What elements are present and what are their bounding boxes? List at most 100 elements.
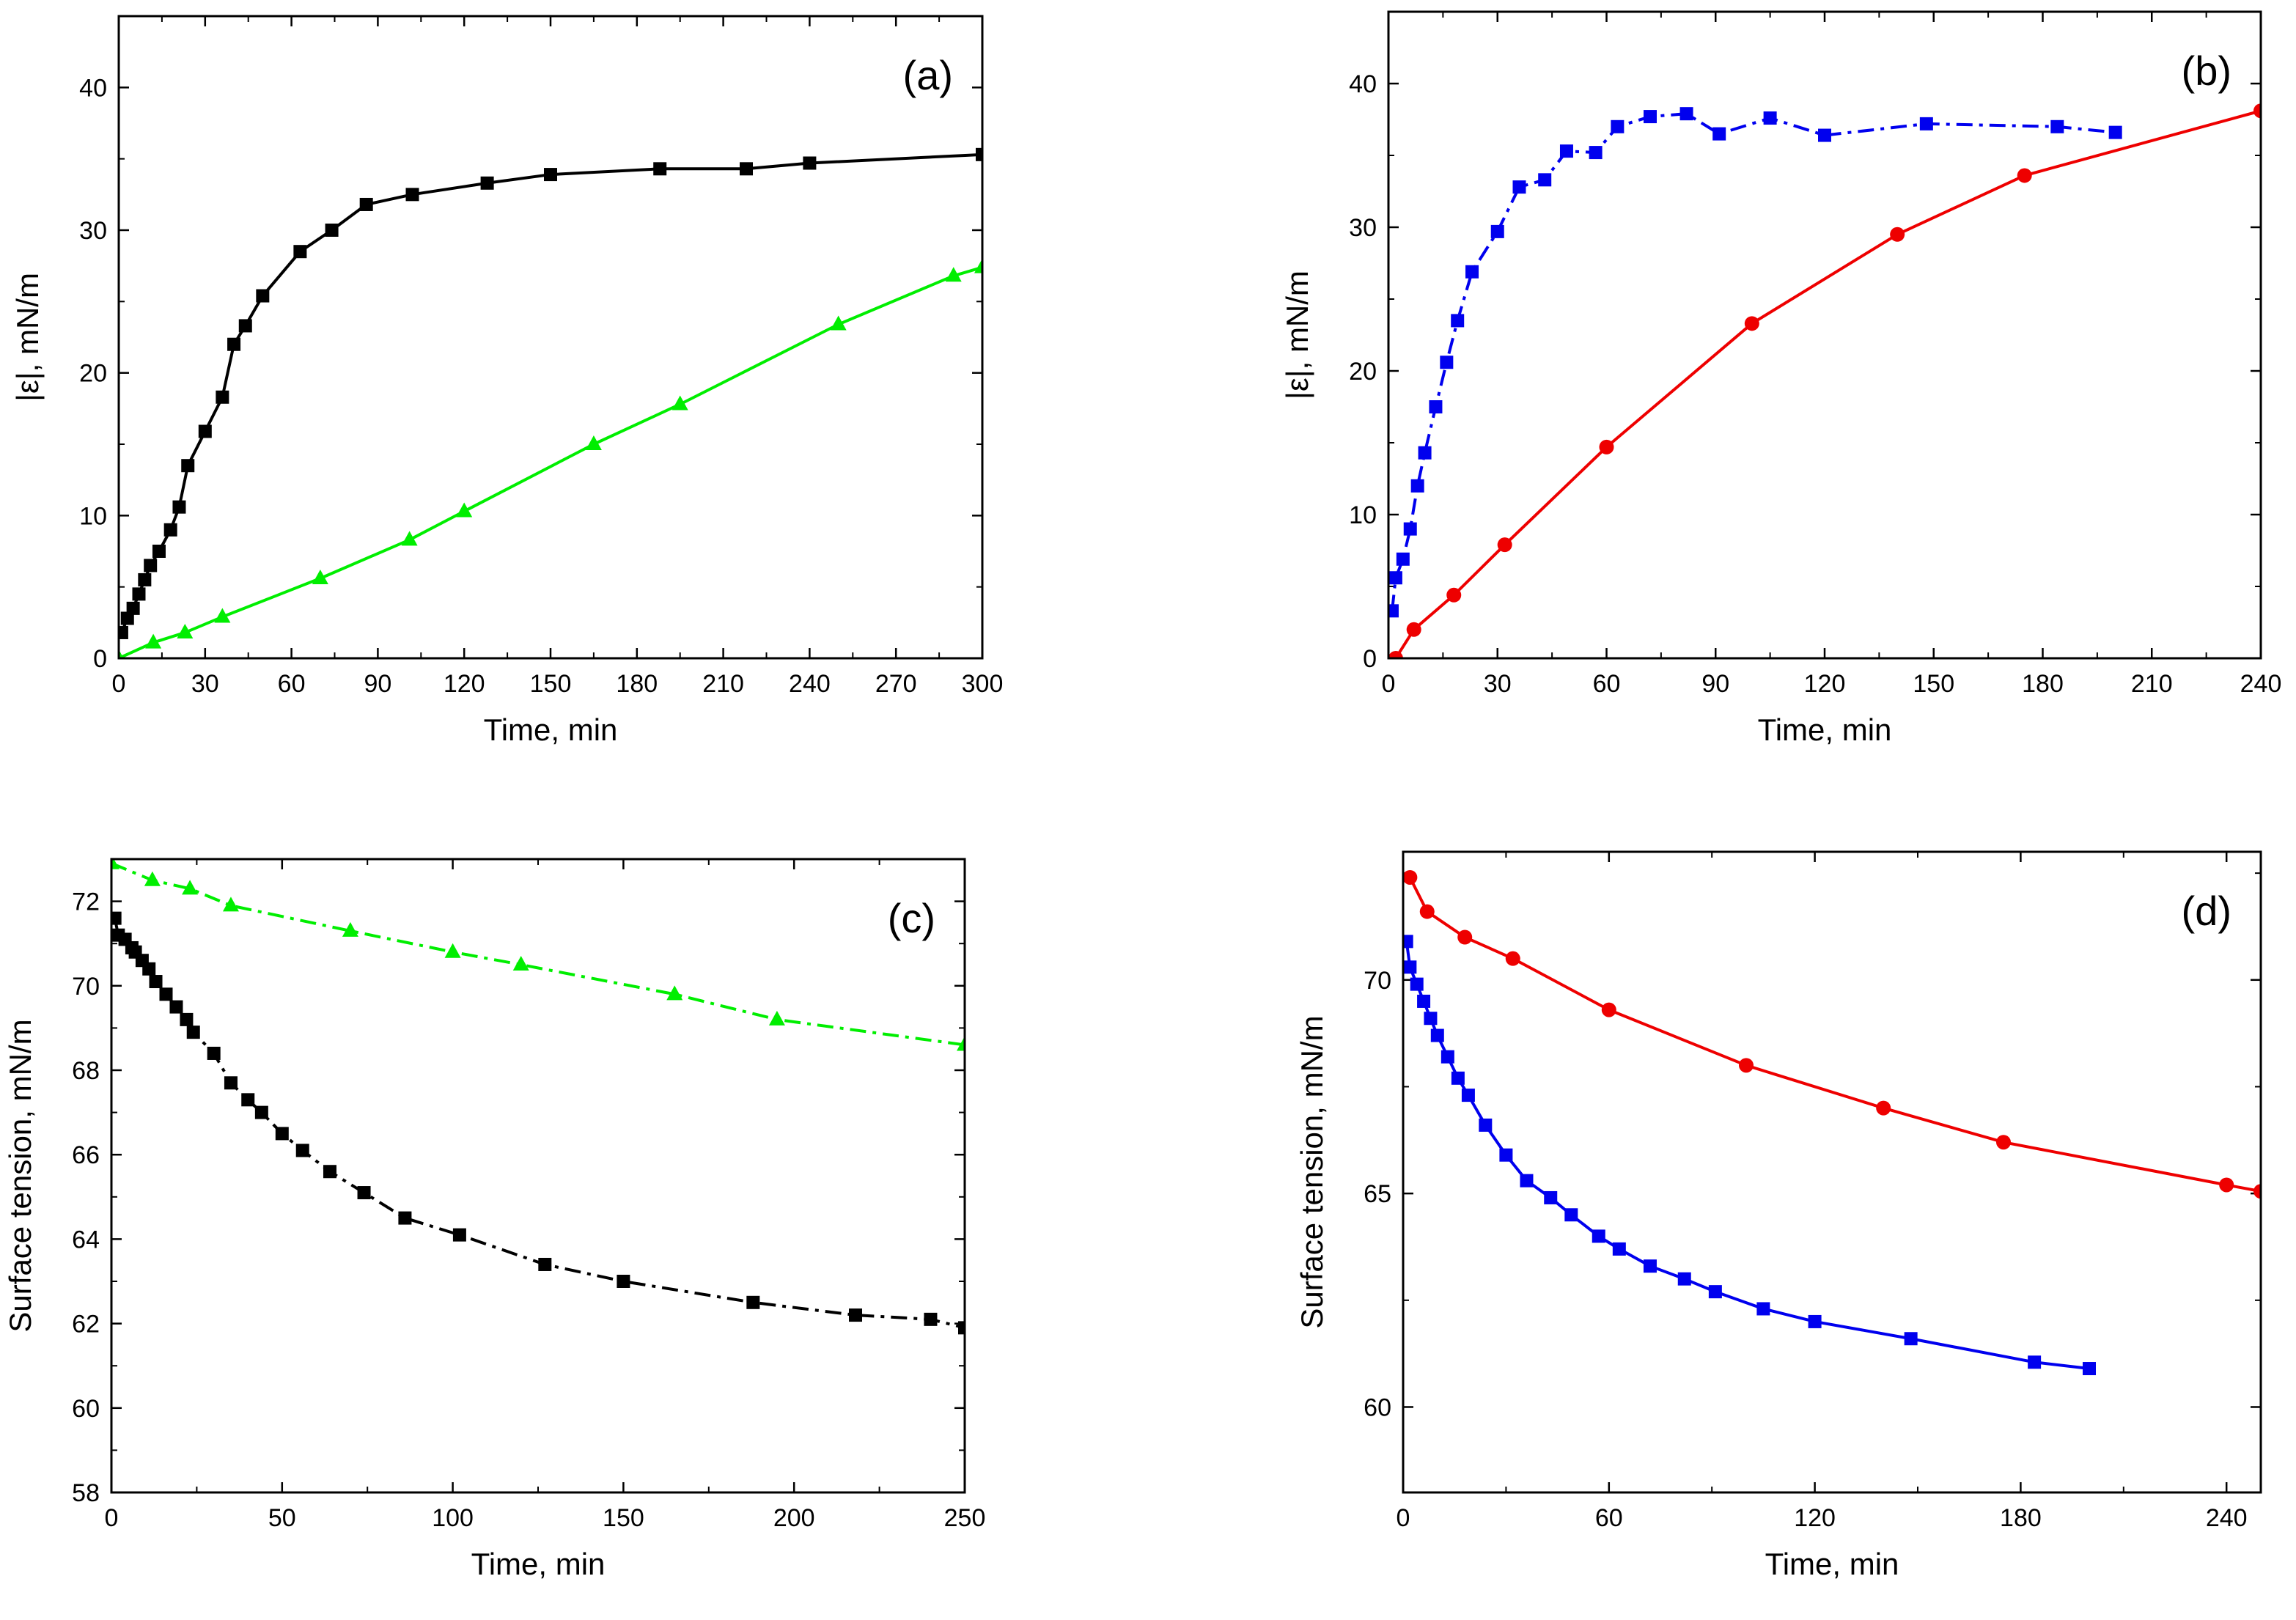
- data-point-square: [1904, 1332, 1918, 1346]
- data-point-circle: [1739, 1058, 1754, 1073]
- data-point-square: [323, 1165, 336, 1179]
- data-point-square: [325, 224, 339, 237]
- data-point-square: [1592, 1229, 1605, 1243]
- data-point-square: [1499, 1148, 1513, 1162]
- data-point-square: [1403, 522, 1417, 536]
- series-line: [1390, 112, 2116, 611]
- data-point-square: [1589, 146, 1603, 160]
- x-tick-label: 180: [616, 670, 658, 698]
- chart-panel-b: 0 30 60 90 120 150 180 210 240 0 10 20 30 40 (b) Time, …: [1280, 10, 2281, 747]
- data-point-square: [163, 523, 177, 537]
- data-point-triangle: [512, 956, 529, 971]
- y-tick-label: 40: [1349, 70, 1377, 98]
- data-point-square: [1410, 977, 1424, 991]
- y-tick-label: 65: [1364, 1180, 1391, 1208]
- data-point-square: [405, 188, 419, 202]
- data-point-triangle: [456, 502, 473, 518]
- data-point-square: [119, 625, 128, 639]
- data-point-square: [617, 1275, 630, 1288]
- panel-label: (b): [2182, 48, 2231, 94]
- plot-frame: [1387, 10, 2262, 660]
- data-point-square: [1429, 400, 1443, 413]
- data-point-triangle: [666, 985, 683, 1001]
- y-tick-label: 60: [72, 1395, 100, 1423]
- data-point-square: [2108, 125, 2122, 139]
- data-point-triangle: [214, 608, 231, 623]
- data-point-triangle: [342, 921, 358, 937]
- data-point-square: [849, 1308, 863, 1322]
- data-point-square: [238, 319, 252, 333]
- data-point-square: [138, 572, 152, 586]
- data-point-square: [1451, 1071, 1465, 1085]
- y-tick-label: 10: [1349, 501, 1377, 529]
- chart-panel-d: 0 60 120 180 240 60 65 70 (d) Time, min Surface te…: [1295, 850, 2262, 1581]
- y-tick-label: 58: [72, 1479, 100, 1507]
- data-point-triangle: [177, 623, 194, 638]
- data-point-square: [111, 911, 122, 925]
- x-tick-label: 30: [1484, 670, 1512, 698]
- panel-label: (a): [903, 52, 953, 98]
- data-point-square: [144, 559, 158, 572]
- y-tick-label: 30: [79, 217, 107, 245]
- data-point-square: [159, 987, 173, 1001]
- data-point-triangle: [957, 1036, 965, 1051]
- chart-panel-a: 0 30 60 90 120 150 180 210 240 270 300 0 10 20 30 40 (a)…: [10, 15, 1004, 747]
- data-point-square: [172, 500, 186, 514]
- data-point-circle: [1406, 622, 1421, 637]
- data-point-square: [740, 162, 754, 176]
- x-tick-label: 100: [432, 1504, 474, 1532]
- data-point-square: [1410, 479, 1424, 493]
- y-tick-label: 20: [79, 360, 107, 388]
- data-point-square: [2083, 1362, 2096, 1376]
- y-tick-label: 60: [1364, 1393, 1391, 1421]
- data-point-square: [169, 1000, 183, 1014]
- data-point-square: [1490, 224, 1504, 238]
- data-point-square: [1424, 1012, 1438, 1026]
- data-point-triangle: [144, 871, 161, 886]
- data-point-square: [1440, 1050, 1454, 1064]
- x-tick-label: 0: [1382, 670, 1396, 698]
- y-tick-label: 66: [72, 1141, 100, 1169]
- data-point-square: [227, 337, 241, 351]
- data-point-square: [924, 1312, 938, 1326]
- data-point-square: [2028, 1355, 2042, 1369]
- y-tick-label: 0: [1363, 645, 1377, 673]
- data-point-square: [216, 390, 229, 404]
- x-tick-label: 60: [278, 670, 306, 698]
- data-point-triangle: [182, 880, 199, 895]
- data-point-square: [359, 197, 373, 211]
- x-tick-label: 90: [1701, 670, 1729, 698]
- data-point-circle: [1446, 587, 1462, 603]
- data-point-square: [1611, 119, 1625, 133]
- data-point-square: [1465, 265, 1479, 279]
- data-point-triangle: [585, 435, 602, 450]
- data-point-square: [653, 162, 667, 176]
- x-tick-label: 300: [962, 670, 1004, 698]
- x-tick-label: 90: [364, 670, 391, 698]
- data-point-square: [1451, 314, 1465, 328]
- y-tick-label: 20: [1349, 358, 1377, 386]
- data-point-circle: [2017, 168, 2032, 183]
- x-tick-label: 0: [1397, 1504, 1410, 1532]
- data-point-square: [1461, 1089, 1475, 1102]
- data-point-circle: [2219, 1177, 2234, 1193]
- data-point-circle: [2253, 103, 2261, 119]
- data-point-triangle: [222, 896, 239, 912]
- panel-label: (d): [2182, 888, 2231, 934]
- data-point-square: [1440, 356, 1454, 369]
- data-point-square: [1644, 110, 1657, 124]
- data-point-triangle: [768, 1010, 785, 1026]
- data-point-circle: [1388, 651, 1403, 658]
- y-tick-label: 64: [72, 1226, 100, 1253]
- data-point-triangle: [945, 267, 962, 282]
- data-point-square: [1417, 994, 1431, 1008]
- data-point-triangle: [401, 531, 418, 546]
- data-point-triangle: [444, 943, 461, 958]
- series-1: [111, 859, 965, 1051]
- data-point-triangle: [119, 649, 124, 658]
- data-point-square: [2050, 119, 2064, 133]
- data-point-triangle: [145, 633, 162, 649]
- chart-panel-c: 0 50 100 150 200 250 58 60 62 64 66 68 70 72 (c) Time, …: [3, 858, 985, 1581]
- x-tick-label: 150: [603, 1504, 644, 1532]
